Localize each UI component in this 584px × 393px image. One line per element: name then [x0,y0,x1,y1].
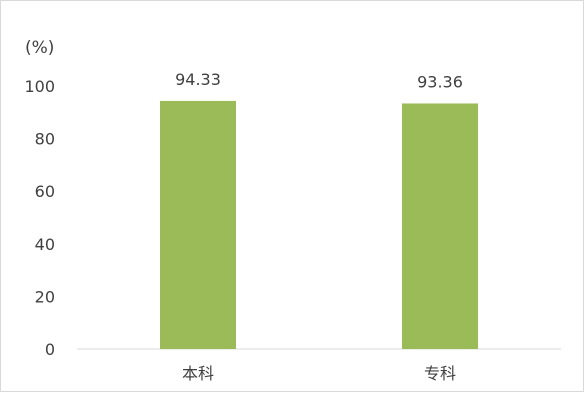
x-axis-category-labels: 本科 专科 [182,364,456,383]
bar [160,100,236,349]
data-labels: 94.33 93.36 [175,70,463,92]
bar-data-label: 94.33 [175,70,221,89]
bar [402,103,478,350]
bars [160,100,478,350]
x-category-label: 专科 [424,364,456,383]
y-axis-ticks: 0 20 40 60 80 100 [24,77,55,359]
x-category-label: 本科 [182,364,214,383]
y-axis-label: (%) [25,38,54,58]
y-tick-label: 0 [45,340,55,359]
y-tick-label: 100 [24,77,55,96]
y-tick-label: 60 [35,182,55,201]
y-tick-label: 40 [35,235,55,254]
y-tick-label: 80 [35,130,55,149]
y-tick-label: 20 [35,287,55,306]
bar-data-label: 93.36 [417,72,463,91]
